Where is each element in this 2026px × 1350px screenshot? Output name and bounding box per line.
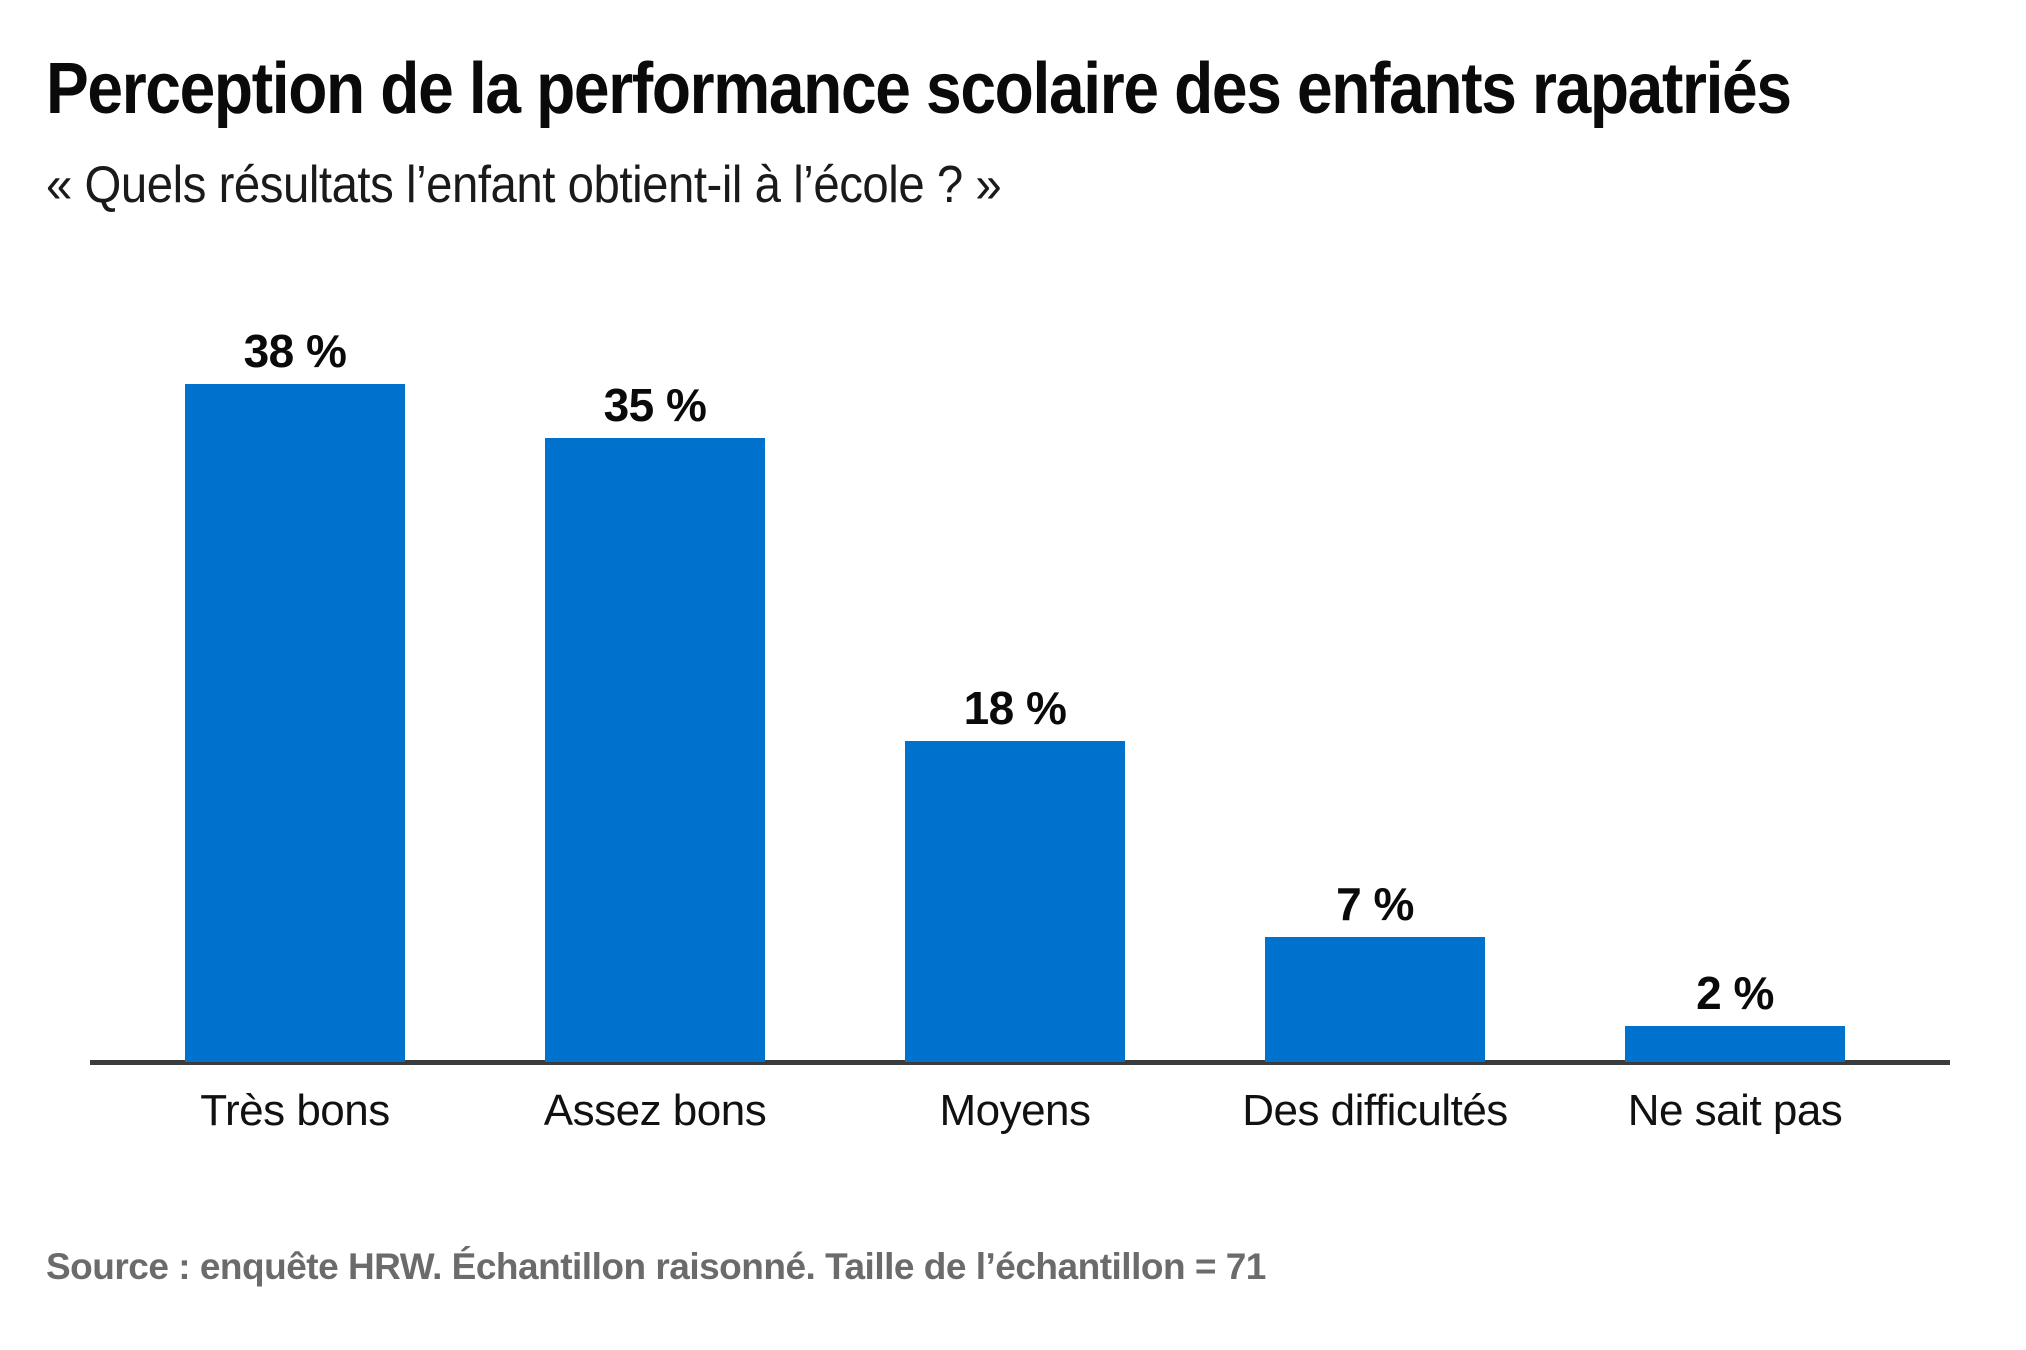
chart-title: Perception de la performance scolaire de… [46,49,1792,129]
bar [1265,937,1485,1062]
category-label: Moyens [939,1086,1091,1135]
bar-value-label: 38 % [243,325,347,377]
x-axis-line [90,1060,1950,1065]
bar [905,741,1125,1062]
bar-value-label: 2 % [1696,967,1774,1019]
bar [545,438,765,1062]
bar [185,384,405,1062]
bar-value-label: 18 % [963,682,1067,734]
source-note: Source : enquête HRW. Échantillon raison… [46,1246,1266,1287]
category-label: Assez bons [543,1086,767,1135]
bar [1625,1026,1845,1062]
category-label: Très bons [200,1086,390,1135]
category-label: Des difficultés [1242,1086,1508,1135]
category-label: Ne sait pas [1627,1086,1843,1135]
bar-value-label: 7 % [1336,878,1414,930]
bar-value-label: 35 % [603,379,707,431]
chart-subtitle: « Quels résultats l’enfant obtient-il à … [46,156,1002,214]
